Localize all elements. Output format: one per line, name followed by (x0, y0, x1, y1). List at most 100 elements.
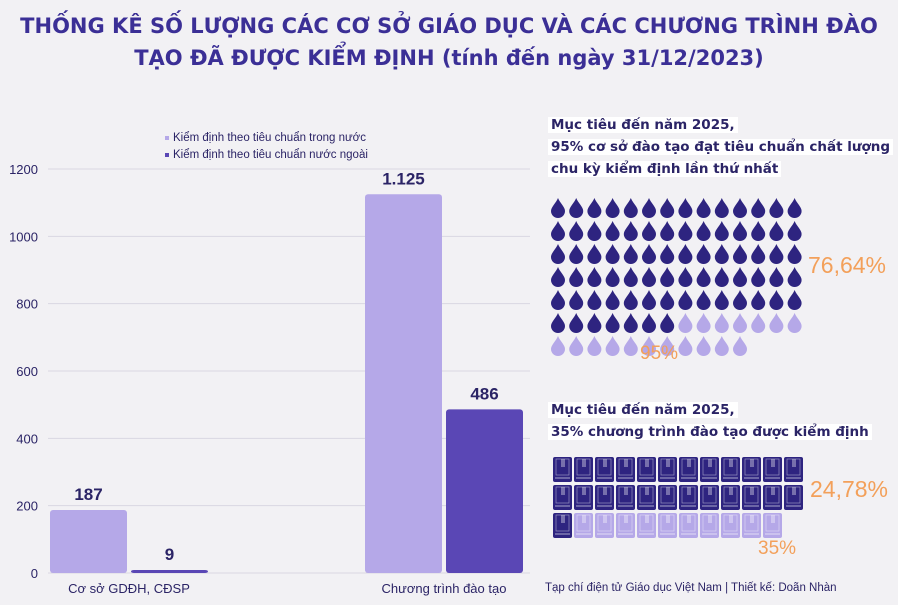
book-icon (595, 457, 614, 482)
drop-icon (605, 198, 620, 219)
legend-swatch-domestic (165, 135, 169, 140)
book-icon (553, 485, 572, 510)
drop-icon (551, 244, 565, 264)
drop-icon (587, 221, 602, 242)
drop-icon (623, 198, 638, 219)
book-icon (637, 513, 656, 538)
drop-icon (678, 313, 693, 333)
drop-icon (623, 267, 638, 287)
book-icon (553, 457, 572, 482)
drop-icon (787, 267, 802, 287)
drop-icon (660, 290, 675, 311)
drop-icon (642, 313, 656, 333)
drop-icon (642, 336, 656, 356)
book-icon (679, 485, 698, 510)
drop-icon (787, 221, 802, 242)
drop-icon (787, 198, 802, 219)
y-tick-label: 800 (16, 297, 38, 312)
drop-icon (769, 267, 784, 287)
book-icon (721, 513, 740, 538)
target-2-goal-pct: 35% (758, 538, 797, 559)
drop-icon (733, 313, 747, 333)
book-icon (784, 457, 803, 482)
y-tick-label: 1000 (9, 229, 38, 244)
drop-icon (714, 313, 729, 333)
legend-label-domestic: Kiểm định theo tiêu chuẩn trong nước (173, 132, 366, 144)
drop-icon (769, 198, 784, 219)
drop-icon (678, 290, 693, 311)
drop-icon (569, 221, 584, 242)
drop-icon (660, 244, 675, 264)
title-line-2: TẠO ĐÃ ĐƯỢC KIỂM ĐỊNH (tính đến ngày 31/… (20, 42, 878, 74)
drop-icon (696, 267, 711, 287)
drop-icon (751, 267, 766, 287)
book-icon (616, 485, 635, 510)
drop-icon (751, 244, 766, 264)
book-icon (616, 457, 635, 482)
book-icon (574, 513, 593, 538)
drop-icon (787, 290, 802, 311)
drop-icon (551, 267, 565, 287)
drop-icon (678, 198, 693, 219)
drop-icon (678, 244, 693, 264)
drop-icon (696, 221, 711, 242)
book-icon (658, 457, 677, 482)
book-icon (679, 513, 698, 538)
drop-icon (569, 244, 584, 264)
drop-icon (678, 221, 693, 242)
drop-icon (714, 336, 729, 356)
book-icon (700, 485, 719, 510)
drop-icon (769, 244, 784, 264)
drop-icon (678, 267, 693, 287)
drop-icon (605, 290, 620, 311)
drop-icon (660, 267, 675, 287)
legend-swatch-foreign (165, 152, 169, 157)
book-icon (637, 457, 656, 482)
bar (446, 409, 523, 573)
drop-icon (733, 221, 747, 241)
drop-icon (642, 290, 656, 310)
drop-icon (714, 290, 729, 311)
x-tick-label: Cơ sở GDĐH, CĐSP (68, 581, 190, 596)
bar-value-label: 9 (165, 545, 174, 564)
x-tick-label: Chương trình đào tạo (382, 581, 507, 596)
drop-icon (769, 221, 784, 242)
drop-icon (605, 221, 620, 242)
legend-item-domestic: Kiểm định theo tiêu chuẩn trong nước (165, 130, 368, 147)
drop-icon (714, 198, 729, 219)
bar (131, 569, 208, 573)
drop-icon (660, 198, 675, 219)
drop-icon (587, 198, 602, 219)
legend-label-foreign: Kiểm định theo tiêu chuẩn nước ngoài (173, 149, 368, 161)
book-icon (700, 457, 719, 482)
y-tick-label: 400 (16, 431, 38, 446)
drop-icon (623, 290, 638, 311)
drop-icon (587, 313, 602, 333)
book-icon (700, 513, 719, 538)
drop-icon (696, 290, 711, 311)
book-icon (784, 485, 803, 510)
drop-icon (751, 313, 766, 333)
drop-icon (660, 313, 675, 333)
drop-icon (696, 198, 711, 219)
drop-icon (587, 244, 602, 264)
drop-icon (587, 267, 602, 287)
drop-icon (623, 244, 638, 264)
book-icon (574, 457, 593, 482)
drop-icon (605, 313, 620, 333)
drop-icon (551, 290, 565, 310)
title-line-2-date: (tính đến ngày 31/12/2023) (434, 46, 764, 70)
drop-icon (696, 313, 711, 333)
title-line-1: THỐNG KÊ SỐ LƯỢNG CÁC CƠ SỞ GIÁO DỤC VÀ … (20, 14, 878, 38)
target-2-line-2: 35% chương trình đào tạo được kiểm định (548, 424, 872, 440)
drop-icon (623, 313, 638, 333)
bar (50, 510, 127, 573)
book-icon (742, 457, 761, 482)
drop-icon (787, 244, 802, 264)
book-icon (574, 485, 593, 510)
page-title: THỐNG KÊ SỐ LƯỢNG CÁC CƠ SỞ GIÁO DỤC VÀ … (20, 10, 878, 74)
book-icon (721, 485, 740, 510)
